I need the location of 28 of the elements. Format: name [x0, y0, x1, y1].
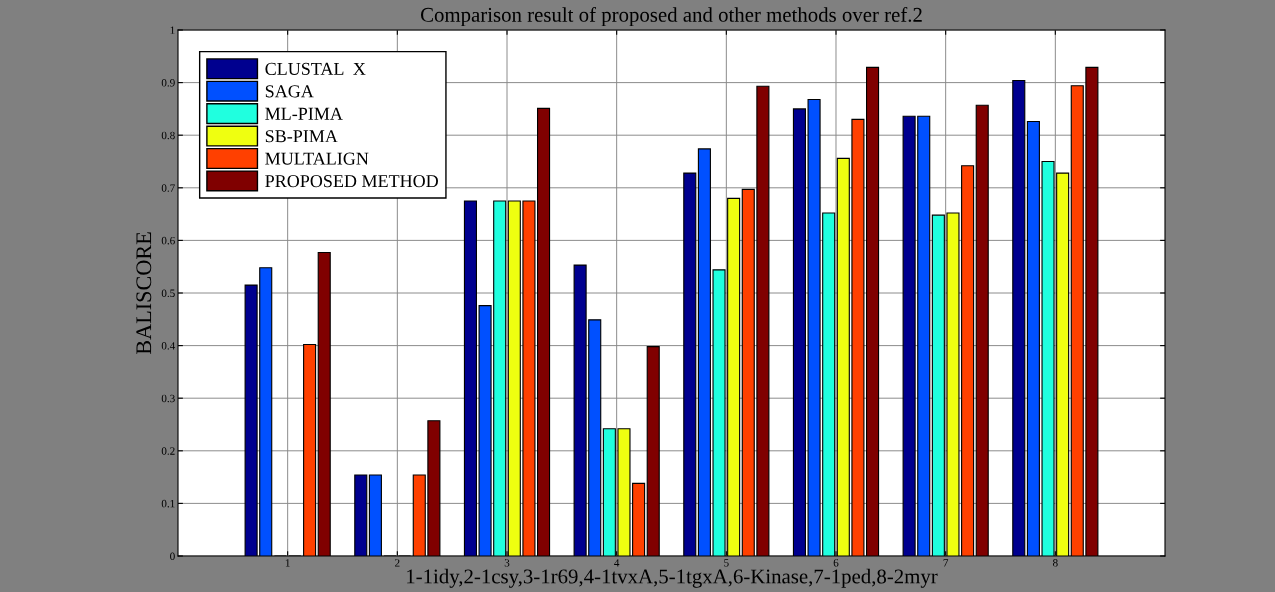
x-tick-label: 6	[833, 559, 839, 567]
y-tick-label: 0.5	[161, 289, 175, 298]
legend-label: CLUSTAL X	[265, 62, 366, 75]
legend-label: SB-PIMA	[265, 130, 338, 143]
chart-title: Comparison result of proposed and other methods over ref.2	[420, 7, 922, 27]
y-tick-label: 0.9	[161, 79, 175, 87]
legend-label: SAGA	[265, 85, 314, 98]
y-tick-label: 1	[170, 26, 175, 34]
x-axis-title: 1-1idy,2-1csy,3-1r69,4-1tvxA,5-1tgxA,6-Kinase,7-1ped,8-2myr	[407, 568, 938, 588]
y-axis-title: BALISCORE	[136, 232, 152, 355]
y-tick-label: 0	[170, 552, 175, 560]
y-tick-label: 0.1	[161, 499, 175, 508]
x-tick-label: 3	[504, 559, 510, 567]
y-tick-label: 0.8	[161, 131, 175, 140]
legend-label: MULTALIGN	[265, 152, 369, 165]
y-tick-label: 0.3	[161, 394, 175, 403]
y-tick-label: 0.2	[161, 447, 175, 455]
x-tick-label: 1	[285, 559, 290, 567]
x-tick-label: 2	[395, 559, 400, 567]
x-tick-label: 8	[1052, 559, 1058, 567]
y-tick-label: 0.6	[161, 236, 175, 245]
x-tick-label: 4	[614, 559, 620, 567]
legend-label: PROPOSED METHOD	[265, 175, 438, 188]
y-tick-label: 0.7	[161, 184, 175, 192]
x-tick-label: 5	[724, 559, 729, 567]
legend-label: ML-PIMA	[265, 107, 343, 120]
x-tick-label: 7	[943, 559, 949, 567]
y-tick-label: 0.4	[161, 342, 176, 350]
